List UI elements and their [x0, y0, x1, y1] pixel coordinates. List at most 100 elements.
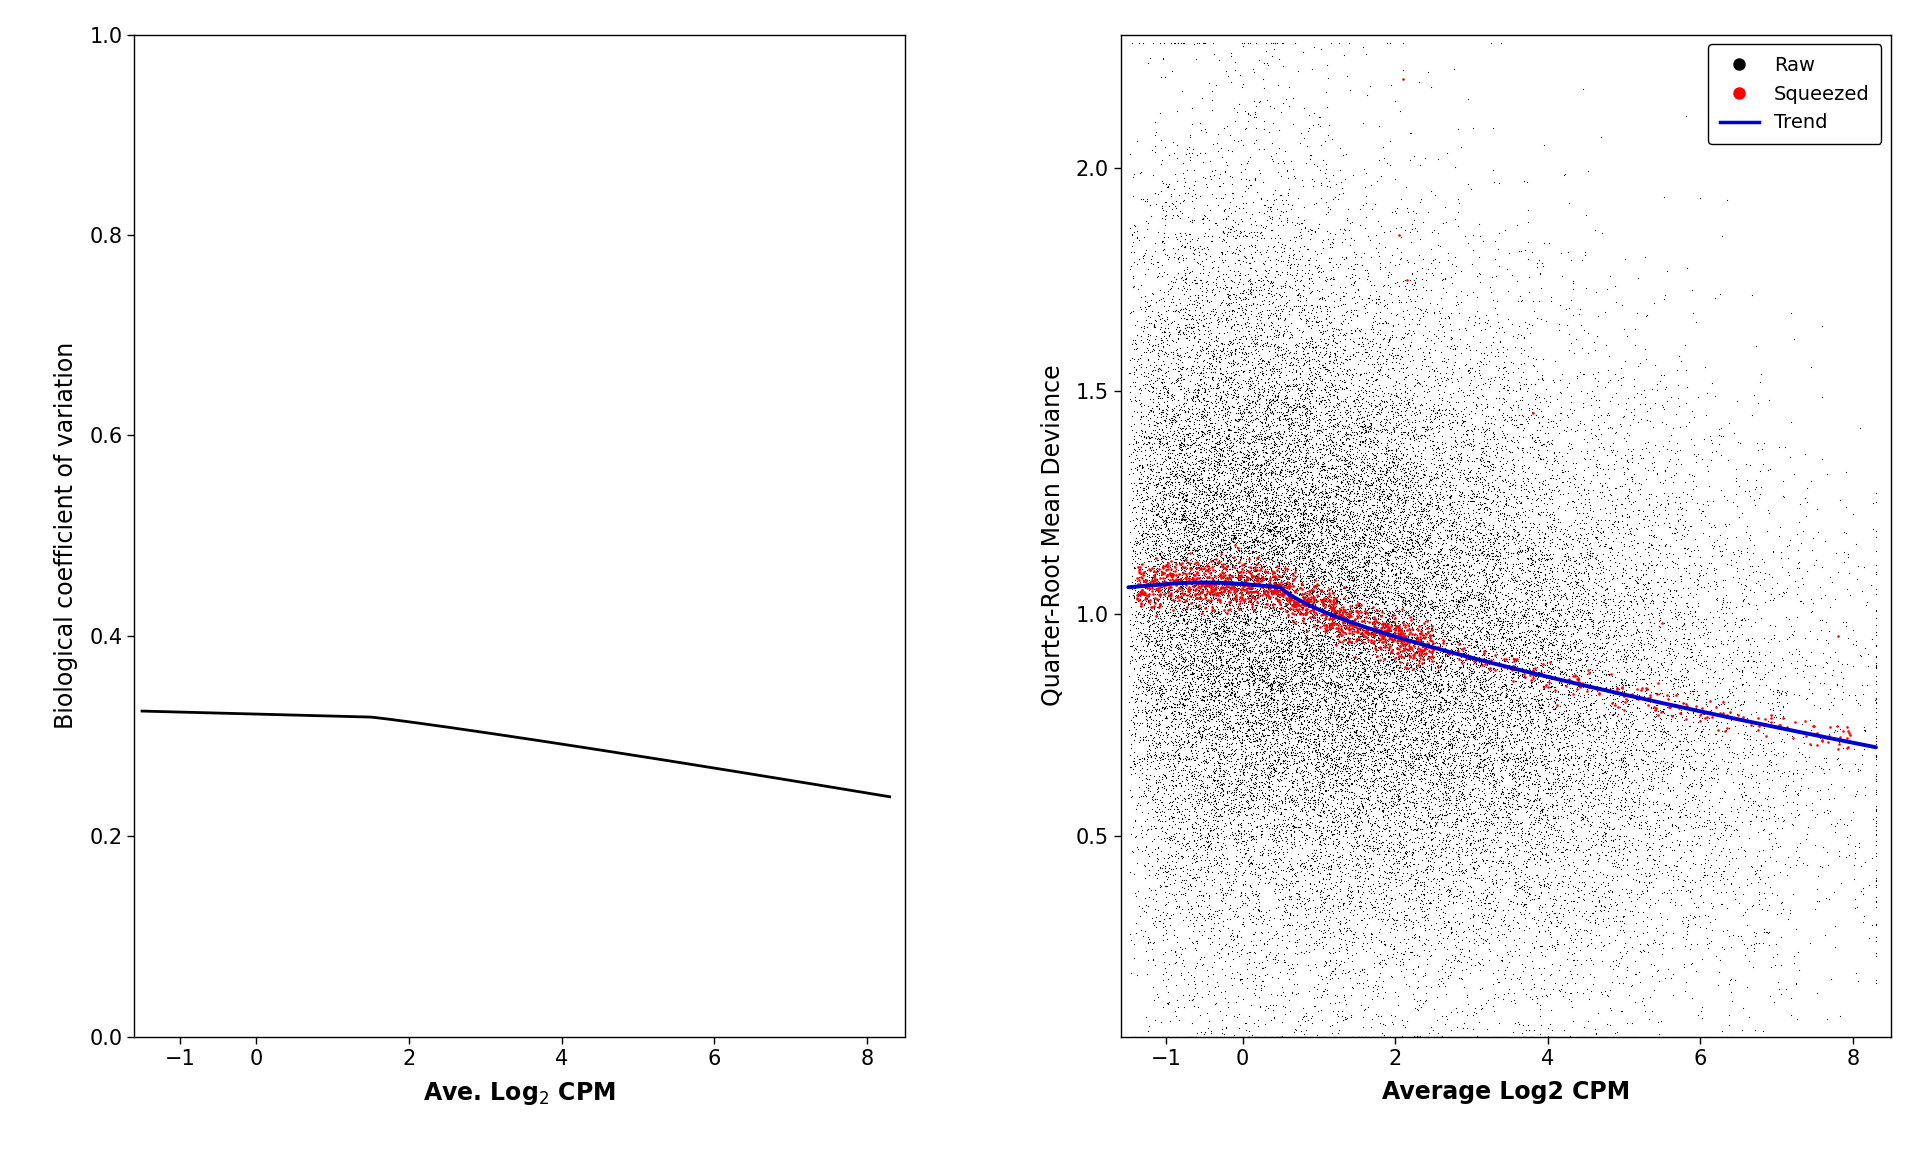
Point [1657, 816, 1688, 834]
Point [1379, 574, 1409, 592]
Point [1323, 622, 1354, 641]
Point [1371, 687, 1402, 705]
Point [1258, 581, 1288, 599]
Point [1139, 137, 1169, 156]
Point [1294, 961, 1325, 979]
Point [1323, 476, 1354, 494]
Point [1129, 415, 1160, 433]
Point [1306, 598, 1336, 616]
Point [1567, 968, 1597, 986]
Point [1148, 785, 1179, 803]
Point [1398, 714, 1428, 733]
Point [1538, 600, 1569, 619]
Point [1348, 591, 1379, 609]
Point [1271, 592, 1302, 611]
Point [1238, 410, 1269, 429]
Point [1484, 505, 1515, 523]
Point [1325, 378, 1356, 396]
Point [1146, 331, 1177, 349]
Point [1334, 636, 1365, 654]
Point [1196, 705, 1227, 723]
Point [1131, 241, 1162, 259]
Point [1427, 602, 1457, 621]
Point [1240, 1028, 1271, 1046]
Point [1402, 221, 1432, 240]
Point [1388, 811, 1419, 829]
Point [1167, 608, 1198, 627]
Point [1127, 482, 1158, 500]
Point [1476, 702, 1507, 720]
Point [1569, 533, 1599, 552]
Point [1162, 328, 1192, 347]
Point [1367, 801, 1398, 819]
Point [1290, 674, 1321, 692]
Point [1459, 852, 1490, 871]
Point [1173, 590, 1204, 608]
Point [1300, 653, 1331, 672]
Point [1425, 591, 1455, 609]
Point [1857, 849, 1887, 867]
Point [1302, 1026, 1332, 1045]
Point [1661, 505, 1692, 523]
Point [1726, 763, 1757, 781]
Point [1277, 667, 1308, 685]
Point [1434, 493, 1465, 511]
Point [1296, 1009, 1327, 1028]
Point [1277, 897, 1308, 916]
Point [1359, 538, 1390, 556]
Point [1198, 829, 1229, 848]
Point [1127, 677, 1158, 696]
Point [1212, 530, 1242, 548]
Point [1446, 904, 1476, 923]
Point [1578, 664, 1609, 682]
Point [1263, 543, 1294, 561]
Point [1423, 759, 1453, 778]
Point [1271, 564, 1302, 583]
Point [1405, 588, 1436, 606]
Point [1599, 276, 1630, 295]
Point [1288, 642, 1319, 660]
Point [1246, 578, 1277, 597]
Point [1187, 252, 1217, 271]
Point [1177, 493, 1208, 511]
Point [1261, 427, 1292, 446]
Point [1194, 700, 1225, 719]
Point [1409, 668, 1440, 687]
Point [1173, 521, 1204, 539]
Point [1210, 613, 1240, 631]
Point [1304, 733, 1334, 751]
Point [1231, 706, 1261, 725]
Point [1317, 570, 1348, 589]
Point [1252, 814, 1283, 833]
Point [1500, 780, 1530, 798]
Point [1582, 621, 1613, 639]
Point [1400, 377, 1430, 395]
Point [1238, 532, 1269, 551]
Point [1400, 532, 1430, 551]
Point [1202, 537, 1233, 555]
Point [1532, 630, 1563, 649]
Point [1229, 303, 1260, 321]
Point [1436, 616, 1467, 635]
Point [1315, 945, 1346, 963]
Point [1359, 702, 1390, 720]
Point [1382, 628, 1413, 646]
Point [1325, 359, 1356, 378]
Point [1415, 755, 1446, 773]
Point [1492, 704, 1523, 722]
Point [1452, 585, 1482, 604]
Point [1436, 388, 1467, 407]
Point [1273, 380, 1304, 399]
Point [1576, 673, 1607, 691]
Point [1348, 626, 1379, 644]
Point [1154, 514, 1185, 532]
Point [1198, 537, 1229, 555]
Point [1772, 718, 1803, 736]
Point [1586, 1028, 1617, 1046]
Point [1263, 323, 1294, 341]
Point [1544, 612, 1574, 630]
Point [1446, 437, 1476, 455]
Point [1457, 539, 1488, 558]
Point [1260, 690, 1290, 708]
Point [1559, 772, 1590, 790]
